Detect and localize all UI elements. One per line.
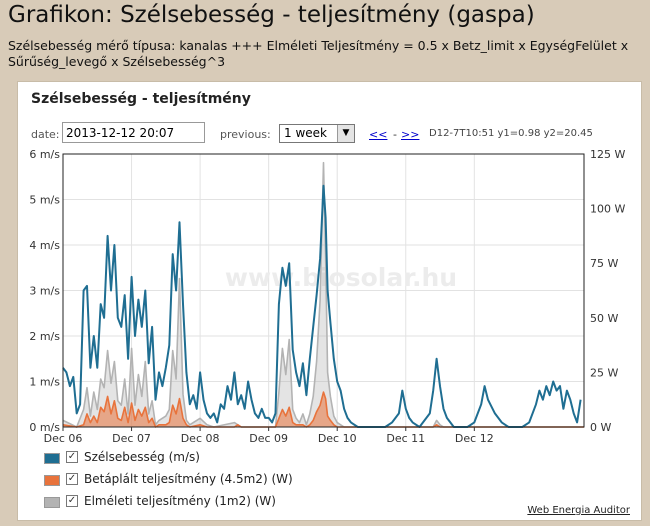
panel-title: Szélsebesség - teljesítmény — [31, 91, 251, 107]
legend-label-fed-power: Betáplált teljesítmény (4.5m2) (W) — [84, 472, 293, 486]
cursor-readout: D12-7T10:51 y1=0.98 y2=20.45 — [429, 128, 593, 139]
x-tick-label: Dec 06 — [44, 432, 83, 445]
previous-select[interactable]: 1 week ▼ — [279, 124, 355, 143]
footer-link[interactable]: Web Energia Auditor — [527, 505, 630, 516]
x-tick-label: Dec 07 — [112, 432, 151, 445]
x-tick-label: Dec 10 — [318, 432, 357, 445]
checkbox-fed-power[interactable]: ✓ — [66, 473, 78, 485]
x-tick-label: Dec 08 — [181, 432, 220, 445]
series-area-2 — [63, 162, 584, 427]
nav-separator: - — [393, 128, 397, 141]
y-right-tick-label: 100 W — [590, 203, 625, 216]
y-right-tick-label: 50 W — [590, 312, 618, 325]
plot-frame — [62, 153, 585, 428]
prev-link[interactable]: << — [369, 128, 388, 141]
chart-panel: Szélsebesség - teljesítmény date: previo… — [17, 81, 642, 521]
x-tick-label: Dec 12 — [455, 432, 494, 445]
legend-swatch-wind — [44, 453, 60, 464]
legend-label-wind: Szélsebesség (m/s) — [84, 450, 200, 464]
y-right-tick-label: 75 W — [590, 257, 618, 270]
series-line-2 — [62, 161, 584, 428]
watermark: www.biosolar.hu — [225, 263, 457, 292]
date-label: date: — [31, 128, 60, 141]
page-description: Szélsebesség mérő típusa: kanalas +++ El… — [8, 38, 629, 69]
next-link[interactable]: >> — [401, 128, 420, 141]
series-line-0 — [62, 184, 582, 428]
series-area-1 — [63, 392, 584, 427]
legend-label-theoretical-power: Elméleti teljesítmény (1m2) (W) — [84, 494, 276, 508]
y-left-tick-label: 4 m/s — [29, 239, 60, 252]
series-line-1 — [62, 391, 584, 428]
date-input[interactable] — [62, 122, 205, 143]
x-tick-label: Dec 11 — [386, 432, 425, 445]
y-left-tick-label: 0 m/s — [29, 421, 60, 434]
y-left-tick-label: 5 m/s — [29, 194, 60, 207]
checkbox-theoretical-power[interactable]: ✓ — [66, 495, 78, 507]
checkbox-wind[interactable]: ✓ — [66, 451, 78, 463]
page-title: Grafikon: Szélsebesség - teljesítmény (g… — [8, 2, 535, 28]
previous-select-value: 1 week — [284, 126, 327, 140]
x-tick-label: Dec 09 — [249, 432, 288, 445]
previous-label: previous: — [220, 128, 271, 141]
y-left-tick-label: 1 m/s — [29, 376, 60, 389]
chart[interactable]: www.biosolar.hu 0 m/s 1 m/s 2 m/s 3 m/s 4 m/… — [18, 146, 641, 451]
y-left-tick-label: 3 m/s — [29, 285, 60, 298]
y-right-tick-label: 0 W — [590, 421, 611, 434]
y-right-tick-label: 125 W — [590, 148, 625, 161]
y-right-tick-label: 25 W — [590, 366, 618, 379]
y-left-tick-label: 6 m/s — [29, 148, 60, 161]
chevron-down-icon[interactable]: ▼ — [337, 125, 354, 142]
y-left-tick-label: 2 m/s — [29, 330, 60, 343]
legend-swatch-theoretical-power — [44, 497, 60, 508]
legend-swatch-fed-power — [44, 475, 60, 486]
